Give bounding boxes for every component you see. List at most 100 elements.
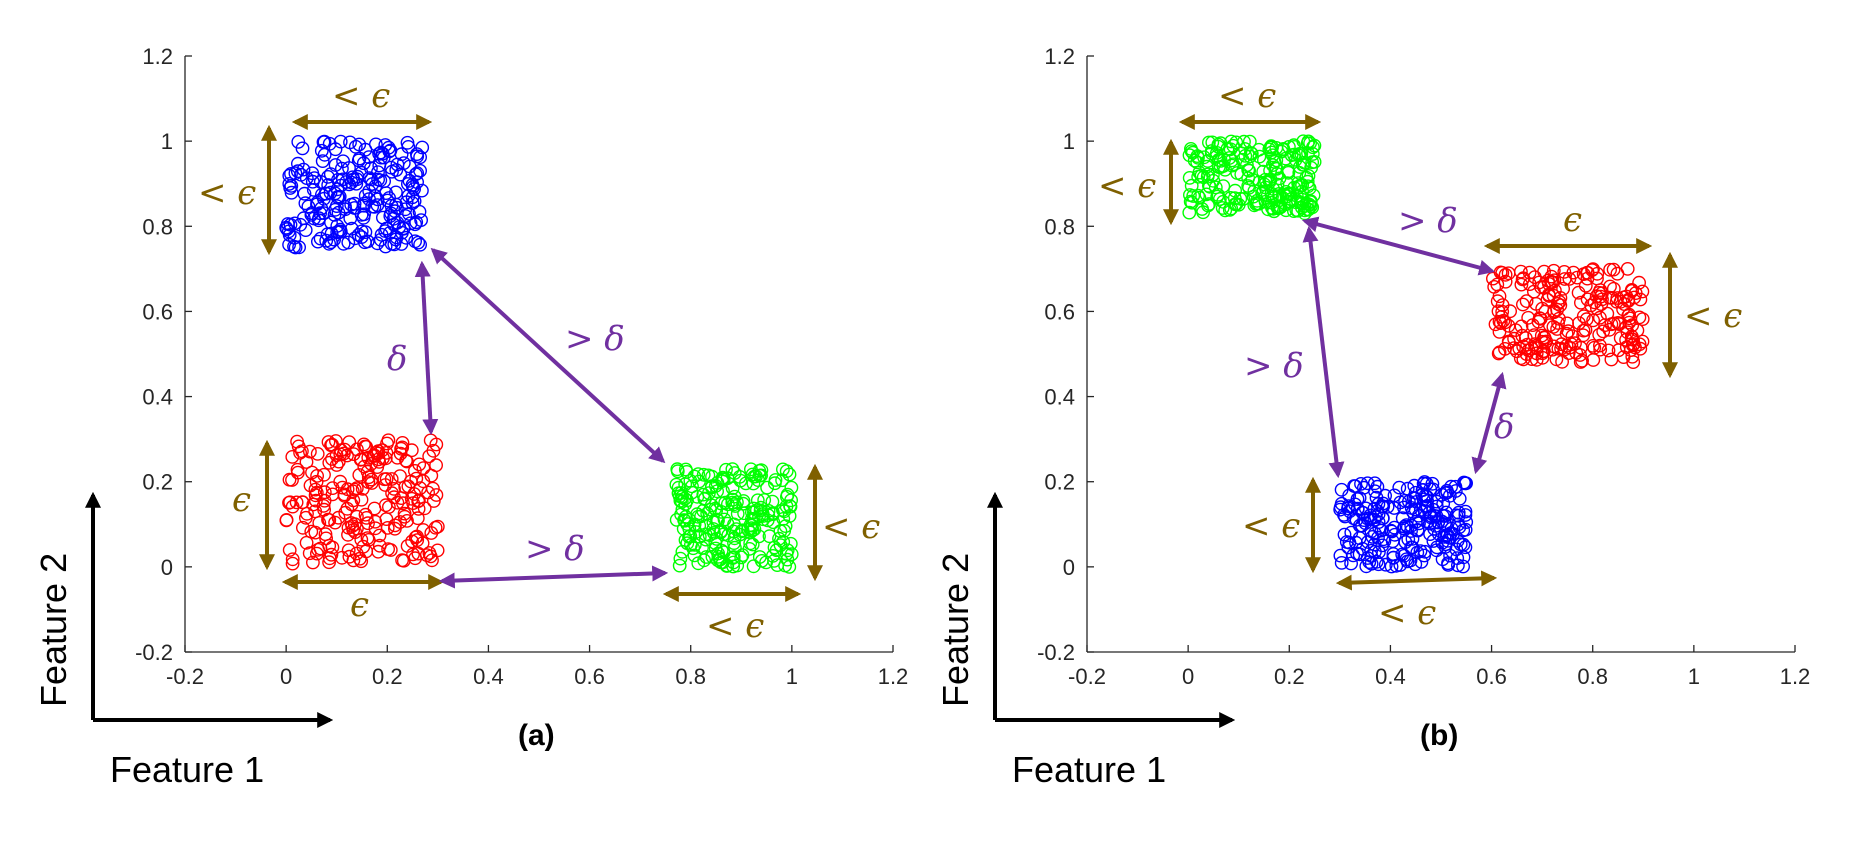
scatter-point — [316, 498, 331, 513]
b-y-tick-label: 0.2 — [1044, 470, 1075, 495]
a-series-blue-cluster — [279, 134, 430, 255]
scatter-point — [1498, 274, 1513, 289]
scatter-point — [1303, 195, 1318, 210]
scatter-point — [310, 446, 325, 461]
scatter-point — [1568, 336, 1582, 351]
scatter-point — [353, 452, 368, 467]
scatter-point — [1341, 499, 1356, 513]
scatter-point — [728, 540, 742, 555]
scatter-point — [1550, 302, 1565, 317]
scatter-point — [1392, 480, 1407, 495]
scatter-point — [1241, 171, 1256, 186]
scatter-point — [416, 461, 431, 475]
scatter-point — [393, 446, 408, 461]
scatter-point — [1421, 514, 1435, 529]
scatter-point — [751, 473, 765, 487]
scatter-point — [375, 210, 390, 225]
scatter-point — [1400, 520, 1415, 535]
a-ylabel: Feature 2 — [33, 553, 74, 707]
scatter-point — [314, 143, 329, 158]
scatter-point — [358, 188, 373, 203]
scatter-point — [1419, 476, 1434, 491]
scatter-point — [346, 553, 361, 568]
scatter-point — [1267, 154, 1282, 169]
scatter-point — [408, 167, 423, 182]
scatter-point — [302, 444, 317, 459]
scatter-point — [1242, 163, 1257, 178]
scatter-point — [1610, 266, 1625, 281]
scatter-point — [1624, 329, 1639, 344]
scatter-point — [1367, 476, 1382, 491]
scatter-point — [399, 230, 414, 245]
scatter-point — [715, 472, 730, 486]
scatter-point — [351, 153, 366, 168]
scatter-point — [1449, 542, 1464, 557]
a-y-tick-label: 0.4 — [142, 385, 173, 410]
scatter-point — [333, 222, 348, 237]
a-x-tick-label: 0.2 — [372, 664, 403, 689]
scatter-point — [1223, 190, 1238, 205]
scatter-point — [393, 469, 407, 483]
scatter-point — [1346, 548, 1361, 563]
scatter-point — [677, 513, 691, 527]
scatter-point — [1269, 161, 1284, 176]
scatter-point — [727, 489, 742, 504]
scatter-point — [322, 551, 337, 566]
scatter-point — [1244, 146, 1259, 161]
b-label-blue-width: < ϵ — [1378, 593, 1436, 633]
scatter-point — [339, 175, 354, 189]
scatter-point — [710, 484, 724, 499]
scatter-point — [390, 157, 405, 172]
a-delta-arrow-blue-red — [414, 260, 439, 436]
scatter-point — [301, 199, 316, 214]
scatter-point — [355, 481, 370, 496]
scatter-point — [325, 487, 340, 502]
scatter-point — [692, 474, 706, 489]
scatter-point — [1300, 174, 1315, 189]
scatter-point — [1218, 203, 1233, 218]
scatter-point — [354, 492, 369, 507]
scatter-point — [725, 495, 740, 510]
scatter-point — [400, 514, 414, 528]
scatter-point — [732, 527, 747, 542]
scatter-point — [282, 176, 297, 191]
scatter-point — [321, 178, 336, 192]
scatter-point — [1270, 199, 1285, 214]
scatter-point — [1208, 180, 1223, 195]
scatter-point — [760, 513, 775, 528]
scatter-point — [1224, 201, 1239, 216]
scatter-point — [348, 231, 362, 246]
panel-a-annotations: < ϵ < ϵ ϵ ϵ < ϵ < ϵ δ > δ > δ — [198, 76, 880, 646]
scatter-point — [1493, 316, 1508, 330]
scatter-point — [393, 167, 408, 182]
scatter-point — [361, 516, 375, 531]
a-delta-arrow-red-green — [438, 565, 669, 589]
scatter-point — [1349, 535, 1363, 550]
scatter-point — [358, 225, 373, 240]
scatter-point — [362, 171, 377, 186]
scatter-point — [370, 236, 385, 251]
scatter-point — [400, 539, 415, 553]
scatter-point — [380, 521, 395, 535]
scatter-point — [1229, 135, 1244, 150]
scatter-point — [1191, 169, 1206, 184]
scatter-point — [349, 176, 364, 191]
scatter-point — [356, 539, 371, 554]
a-y-tick-label: 0.8 — [142, 214, 173, 239]
scatter-point — [290, 156, 305, 171]
scatter-point — [1590, 301, 1604, 316]
b-x-tick-label: 0.2 — [1274, 664, 1305, 689]
scatter-point — [1570, 270, 1585, 285]
scatter-point — [1487, 279, 1502, 294]
scatter-point — [761, 508, 776, 523]
scatter-point — [429, 488, 444, 502]
scatter-point — [315, 154, 330, 169]
scatter-point — [1211, 152, 1226, 167]
panel-b-axes: -0.2 0 0.2 0.4 0.6 0.8 1 1.2 -0.2 0 0.2 0.4 0.6 0.8 1 1… — [1037, 44, 1810, 689]
scatter-point — [1535, 350, 1550, 365]
scatter-point — [347, 517, 362, 532]
scatter-point — [770, 558, 785, 572]
scatter-point — [1187, 153, 1202, 168]
scatter-point — [713, 555, 728, 570]
scatter-point — [352, 137, 367, 152]
